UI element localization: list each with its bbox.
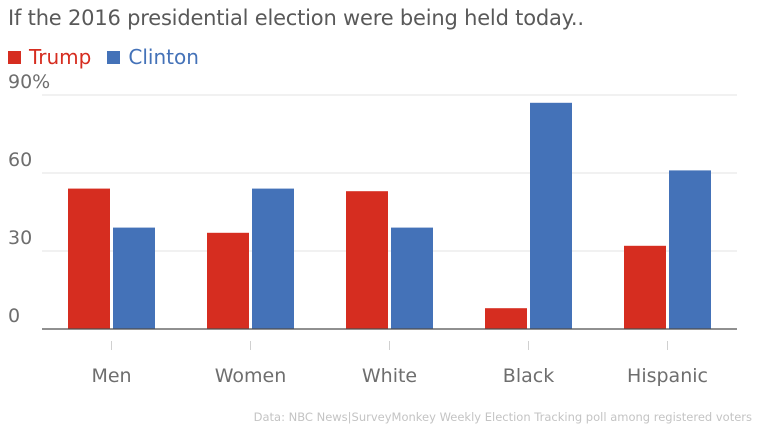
x-tick-label: Hispanic (627, 365, 708, 387)
source-note: Data: NBC News|SurveyMonkey Weekly Elect… (253, 410, 752, 424)
y-tick-label: 90% (8, 71, 50, 93)
legend-label-trump: Trump (29, 45, 92, 69)
x-tick-label: Women (215, 365, 287, 387)
legend-item-trump: Trump (8, 45, 91, 69)
legend: Trump Clinton (8, 45, 215, 69)
bar-clinton-women (252, 188, 294, 329)
legend-swatch-trump (8, 50, 21, 64)
bar-trump-white (346, 191, 388, 329)
x-tick-label: White (362, 365, 417, 387)
y-tick-label: 60 (8, 149, 32, 171)
bar-clinton-men (113, 227, 155, 329)
bar-trump-women (207, 232, 249, 329)
y-tick-label: 0 (8, 305, 20, 327)
bar-clinton-white (391, 227, 433, 329)
y-tick-label: 30 (8, 227, 32, 249)
legend-swatch-clinton (107, 50, 121, 64)
legend-label-clinton: Clinton (128, 45, 199, 69)
x-tick-label: Black (503, 365, 554, 387)
bar-trump-black (485, 308, 527, 329)
legend-item-clinton: Clinton (107, 45, 199, 69)
chart-title: If the 2016 presidential election were b… (8, 6, 584, 30)
bar-clinton-black (530, 102, 572, 329)
bar-trump-men (68, 188, 110, 329)
x-tick-label: Men (91, 365, 131, 387)
bar-trump-hispanic (624, 245, 666, 329)
bar-clinton-hispanic (669, 170, 711, 329)
